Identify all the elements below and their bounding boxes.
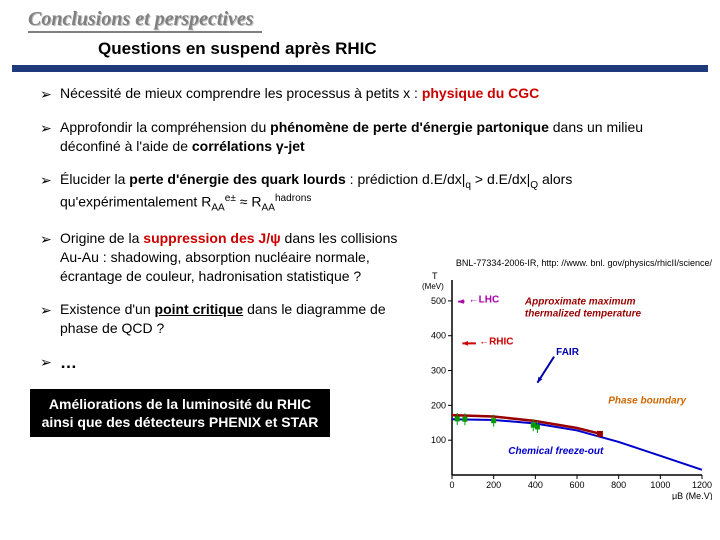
svg-text:←LHC: ←LHC: [469, 295, 500, 306]
bullet-arrow-icon: ➢: [40, 352, 60, 375]
svg-text:400: 400: [528, 480, 543, 490]
highlight-line: Améliorations de la luminosité du RHIC: [38, 395, 322, 413]
bullet-text: > d.E/dx|: [471, 171, 530, 187]
subscript: AA: [261, 203, 274, 214]
bullet-highlight: physique du CGC: [422, 85, 539, 101]
bullet-item: ➢ Élucider la perte d'énergie des quark …: [40, 170, 690, 215]
bullet-bold: point critique: [155, 301, 244, 317]
superscript: e±: [225, 193, 236, 204]
svg-text:←RHIC: ←RHIC: [479, 336, 513, 347]
bullet-text: Existence d'un: [60, 301, 155, 317]
bullet-arrow-icon: ➢: [40, 300, 60, 338]
svg-text:0: 0: [449, 480, 454, 490]
bullet-item: ➢ Approfondir la compréhension du phénom…: [40, 118, 690, 156]
bullet-item: ➢ Existence d'un point critique dans le …: [40, 300, 420, 338]
svg-text:T: T: [432, 271, 438, 281]
phase-diagram-chart: 100 200 300 400 500 0 200 400 600 800 1000 1200 T(Me…: [412, 270, 712, 500]
svg-text:200: 200: [486, 480, 501, 490]
superscript: hadrons: [275, 193, 311, 204]
svg-text:Approximate maximum: Approximate maximum: [524, 296, 636, 307]
bullet-bold: phénomène de perte d'énergie partonique: [270, 119, 549, 135]
bullet-highlight: suppression des J/ψ: [143, 230, 280, 246]
svg-text:300: 300: [431, 366, 446, 376]
bullet-arrow-icon: ➢: [40, 170, 60, 215]
svg-text:500: 500: [431, 296, 446, 306]
bullet-text: Origine de la: [60, 230, 143, 246]
chart-svg: 100 200 300 400 500 0 200 400 600 800 1000 1200 T(Me…: [412, 270, 712, 500]
svg-text:1000: 1000: [650, 480, 670, 490]
svg-text:200: 200: [431, 400, 446, 410]
bullet-text: ≈ R: [236, 194, 262, 210]
subscript: Q: [530, 179, 538, 190]
bullet-bold: corrélations γ-jet: [192, 138, 305, 154]
svg-text:μB (Me.V): μB (Me.V): [672, 491, 712, 500]
svg-text:400: 400: [431, 331, 446, 341]
bullet-bold: perte d'énergie des quark lourds: [129, 171, 346, 187]
separator-bar: [12, 65, 708, 72]
bullet-item: ➢ Nécessité de mieux comprendre les proc…: [40, 84, 690, 104]
slide-subtitle: Questions en suspend après RHIC: [98, 39, 720, 59]
svg-text:Phase boundary: Phase boundary: [608, 396, 686, 407]
svg-text:600: 600: [569, 480, 584, 490]
bullet-arrow-icon: ➢: [40, 229, 60, 286]
svg-text:800: 800: [611, 480, 626, 490]
bullet-text: Élucider la: [60, 171, 129, 187]
bullet-arrow-icon: ➢: [40, 118, 60, 156]
bullet-text: Nécessité de mieux comprendre les proces…: [60, 85, 422, 101]
bullet-arrow-icon: ➢: [40, 84, 60, 104]
svg-text:100: 100: [431, 435, 446, 445]
svg-text:Chemical freeze-out: Chemical freeze-out: [508, 446, 604, 457]
bullet-text: Approfondir la compréhension du: [60, 119, 270, 135]
bullet-item: ➢ Origine de la suppression des J/ψ dans…: [40, 229, 420, 286]
subscript: AA: [211, 203, 224, 214]
svg-text:FAIR: FAIR: [556, 347, 580, 358]
slide-title: Conclusions et perspectives: [28, 8, 262, 33]
highlight-line: ainsi que des détecteurs PHENIX et STAR: [38, 413, 322, 431]
phase-diagram-figure: BNL-77334-2006-IR, http: //www. bnl. gov…: [412, 258, 712, 500]
figure-reference: BNL-77334-2006-IR, http: //www. bnl. gov…: [412, 258, 712, 268]
svg-text:1200: 1200: [692, 480, 712, 490]
svg-text:thermalized temperature: thermalized temperature: [525, 309, 642, 320]
svg-text:(MeV): (MeV): [422, 282, 444, 291]
highlight-box: Améliorations de la luminosité du RHIC a…: [30, 389, 330, 437]
bullet-text: : prédiction d.E/dx|: [346, 171, 466, 187]
